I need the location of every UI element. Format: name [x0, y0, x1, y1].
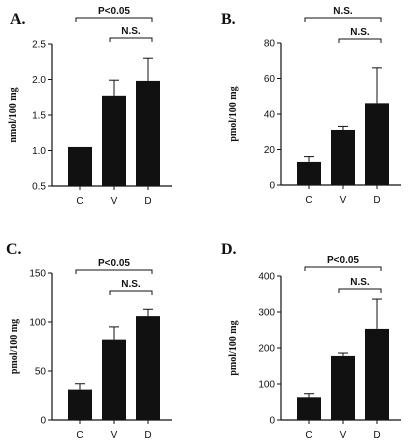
x-tick-label: C: [76, 196, 83, 207]
bar-V: [102, 95, 126, 186]
significance-label: P<0.05: [98, 6, 130, 17]
chart-panel-3: C. pmol/100 mg 0 50 100 150 C V D P<0.05 N.S.: [6, 241, 172, 441]
y-tick-label: 20: [264, 145, 276, 156]
panel-label: B.: [221, 11, 236, 28]
x-tick-label: V: [111, 430, 118, 441]
bar-V: [102, 339, 126, 420]
x-tick-label: C: [305, 430, 312, 441]
bar-D: [136, 80, 160, 186]
significance-label: N.S.: [333, 6, 353, 17]
chart-panel-1: A. nmol/100 mg 0.5 1.0 1.5 2.0 2.5 C V D P<0.05 N.S…: [8, 6, 172, 207]
significance-label: P<0.05: [98, 258, 130, 269]
y-tick-label: 1.5: [32, 111, 46, 122]
bar-C: [68, 146, 92, 186]
y-tick-label: 0: [269, 181, 275, 192]
y-tick-label: 0: [40, 416, 46, 427]
significance-bracket: [338, 38, 382, 43]
significance-label: N.S.: [350, 277, 370, 288]
bar-C: [297, 161, 321, 185]
x-tick-label: D: [373, 195, 380, 206]
significance-bracket: [75, 269, 153, 274]
bar-C: [297, 397, 321, 420]
significance-label: P<0.05: [327, 255, 359, 266]
x-tick-label: V: [340, 195, 347, 206]
significance-bracket: [304, 17, 382, 22]
significance-bracket: [338, 288, 382, 293]
y-tick-label: 60: [264, 74, 276, 85]
x-tick-label: C: [76, 430, 83, 441]
significance-label: N.S.: [121, 279, 141, 290]
panel-label: D.: [221, 241, 237, 258]
bar-C: [68, 389, 92, 420]
y-tick-label: 40: [264, 110, 276, 121]
y-tick-label: 0.5: [32, 182, 46, 193]
bar-V: [331, 129, 355, 185]
bar-V: [331, 355, 355, 420]
y-tick-label: 100: [29, 318, 46, 329]
x-tick-label: V: [111, 196, 118, 207]
y-tick-label: 0: [269, 416, 275, 427]
significance-label: N.S.: [350, 27, 370, 38]
y-tick-label: 50: [35, 367, 47, 378]
significance-bracket: [109, 290, 153, 295]
significance-bracket: [109, 37, 153, 42]
x-tick-label: C: [305, 195, 312, 206]
y-tick-label: 80: [264, 39, 276, 50]
significance-bracket: [304, 266, 382, 271]
chart-panel-4: D. pmol/100 mg 0 100 200 300 400 C V D P<0.05 N.S.: [221, 241, 401, 441]
y-tick-label: 150: [29, 269, 46, 280]
y-tick-label: 2.5: [32, 40, 46, 51]
y-axis-label: pmol/100 mg: [228, 86, 239, 141]
y-tick-label: 300: [258, 308, 275, 319]
significance-bracket: [75, 17, 153, 22]
y-axis-label: pmol/100 mg: [9, 319, 20, 374]
bar-D: [365, 103, 389, 185]
x-tick-label: D: [373, 430, 380, 441]
bar-D: [365, 328, 389, 420]
bar-D: [136, 316, 160, 420]
significance-label: N.S.: [121, 26, 141, 37]
y-tick-label: 1.0: [32, 146, 46, 157]
panel-label: C.: [6, 241, 22, 258]
panel-label: A.: [10, 11, 26, 28]
y-tick-label: 2.0: [32, 75, 46, 86]
x-tick-label: V: [340, 430, 347, 441]
y-tick-label: 400: [258, 272, 275, 283]
x-tick-label: D: [144, 196, 151, 207]
x-tick-label: D: [144, 430, 151, 441]
chart-panel-2: B. pmol/100 mg 0 20 40 60 80 C V D N.S. N.S.: [221, 6, 401, 206]
y-axis-label: nmol/100 mg: [8, 87, 19, 142]
y-tick-label: 100: [258, 380, 275, 391]
y-tick-label: 200: [258, 344, 275, 355]
y-axis-label: pmol/100 mg: [228, 320, 239, 375]
